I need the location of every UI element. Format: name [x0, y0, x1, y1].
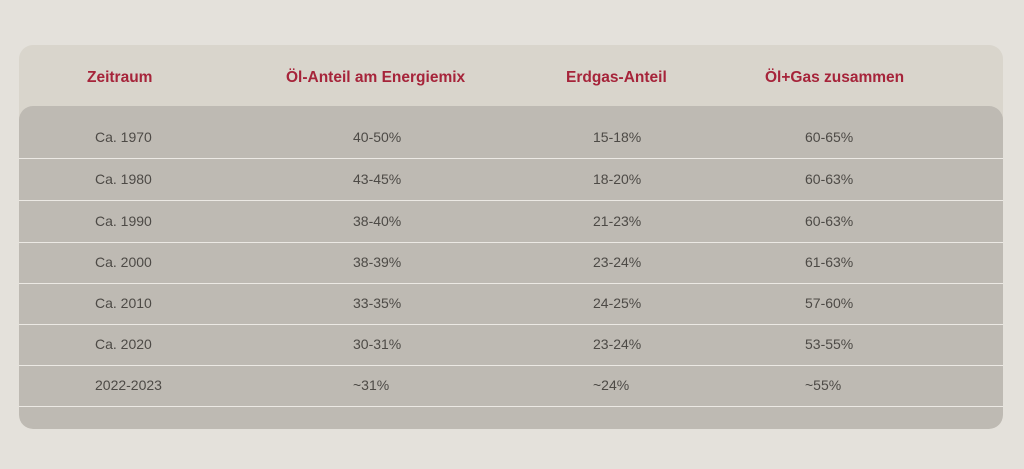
table-body: Ca. 1970 40-50% 15-18% 60-65% Ca. 1980 4… — [19, 106, 1003, 429]
column-header-oil-share: Öl-Anteil am Energiemix — [286, 69, 466, 86]
cell-gas-share: 18-20% — [593, 171, 642, 187]
cell-oil-share: 30-31% — [353, 336, 402, 352]
cell-period: Ca. 2020 — [95, 336, 152, 352]
cell-gas-share: 24-25% — [593, 295, 642, 311]
cell-period: Ca. 1970 — [95, 129, 152, 145]
cell-oil-gas-total: 60-65% — [805, 129, 854, 145]
table-row: Ca. 2010 33-35% 24-25% 57-60% — [19, 283, 1003, 325]
table-header: Zeitraum Öl-Anteil am Energiemix Erdgas-… — [19, 45, 1003, 107]
cell-oil-share: 43-45% — [353, 171, 402, 187]
cell-oil-share: 33-35% — [353, 295, 402, 311]
column-header-zeitraum: Zeitraum — [87, 69, 153, 86]
cell-period: Ca. 1980 — [95, 171, 152, 187]
cell-oil-gas-total: 60-63% — [805, 213, 854, 229]
cell-oil-gas-total: ~55% — [805, 377, 842, 393]
cell-oil-share: 40-50% — [353, 129, 402, 145]
cell-oil-share: 38-39% — [353, 254, 402, 270]
cell-gas-share: 15-18% — [593, 129, 642, 145]
cell-gas-share: 21-23% — [593, 213, 642, 229]
cell-gas-share: 23-24% — [593, 254, 642, 270]
table-row: Ca. 2020 30-31% 23-24% 53-55% — [19, 324, 1003, 366]
cell-oil-gas-total: 60-63% — [805, 171, 854, 187]
column-header-gas-share: Erdgas-Anteil — [566, 69, 667, 86]
table-row: Ca. 2000 38-39% 23-24% 61-63% — [19, 242, 1003, 284]
energy-mix-table: Zeitraum Öl-Anteil am Energiemix Erdgas-… — [19, 45, 1003, 429]
table-row: Ca. 1970 40-50% 15-18% 60-65% — [19, 117, 1003, 159]
table-row: Ca. 1990 38-40% 21-23% 60-63% — [19, 201, 1003, 243]
cell-oil-gas-total: 57-60% — [805, 295, 854, 311]
cell-period: Ca. 2010 — [95, 295, 152, 311]
cell-gas-share: ~24% — [593, 377, 630, 393]
cell-oil-share: ~31% — [353, 377, 390, 393]
table-row: 2022-2023 ~31% ~24% ~55% — [19, 365, 1003, 407]
cell-period: Ca. 1990 — [95, 213, 152, 229]
cell-period: Ca. 2000 — [95, 254, 152, 270]
table-row: Ca. 1980 43-45% 18-20% 60-63% — [19, 159, 1003, 201]
cell-gas-share: 23-24% — [593, 336, 642, 352]
cell-oil-gas-total: 53-55% — [805, 336, 854, 352]
cell-oil-gas-total: 61-63% — [805, 254, 854, 270]
cell-period: 2022-2023 — [95, 377, 162, 393]
column-header-oil-gas-total: Öl+Gas zusammen — [765, 69, 905, 86]
cell-oil-share: 38-40% — [353, 213, 402, 229]
